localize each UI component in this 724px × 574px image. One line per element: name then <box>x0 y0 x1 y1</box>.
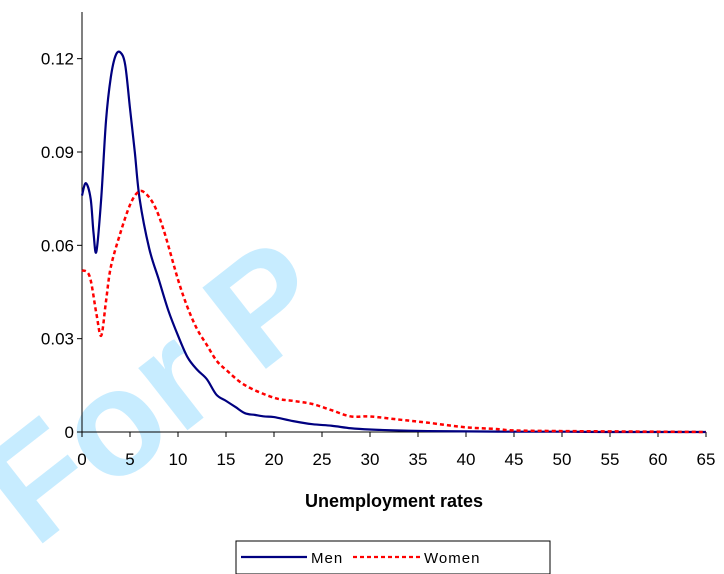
x-tick-label: 20 <box>265 450 284 469</box>
x-tick-label: 55 <box>601 450 620 469</box>
x-tick-label: 15 <box>217 450 236 469</box>
x-axis-title: Unemployment rates <box>305 491 483 511</box>
x-ticks: 0 5 10 15 20 25 30 35 40 45 50 55 60 65 <box>77 432 715 469</box>
y-tick-label: 0.09 <box>41 143 74 162</box>
x-tick-label: 40 <box>457 450 476 469</box>
y-tick-label: 0 <box>65 423 74 442</box>
series-layer <box>80 50 707 434</box>
watermark: For P <box>0 206 357 574</box>
y-tick-label: 0.06 <box>41 236 74 255</box>
x-tick-label: 35 <box>409 450 428 469</box>
legend-label-men: Men <box>311 550 343 567</box>
y-ticks: 0 0.03 0.06 0.09 0.12 <box>41 50 82 442</box>
legend: Men Women <box>235 540 551 574</box>
x-tick-label: 30 <box>361 450 380 469</box>
y-tick-label: 0.03 <box>41 330 74 349</box>
y-tick-label: 0.12 <box>41 50 74 69</box>
x-tick-label: 5 <box>125 450 134 469</box>
x-tick-label: 45 <box>505 450 524 469</box>
x-tick-label: 60 <box>649 450 668 469</box>
legend-label-women: Women <box>424 550 480 567</box>
svg-text:For P: For P <box>0 206 357 574</box>
x-tick-label: 65 <box>697 450 716 469</box>
series-line-men <box>80 50 706 434</box>
x-tick-label: 10 <box>169 450 188 469</box>
x-tick-label: 25 <box>313 450 332 469</box>
x-tick-label: 50 <box>553 450 572 469</box>
x-tick-label: 0 <box>77 450 86 469</box>
